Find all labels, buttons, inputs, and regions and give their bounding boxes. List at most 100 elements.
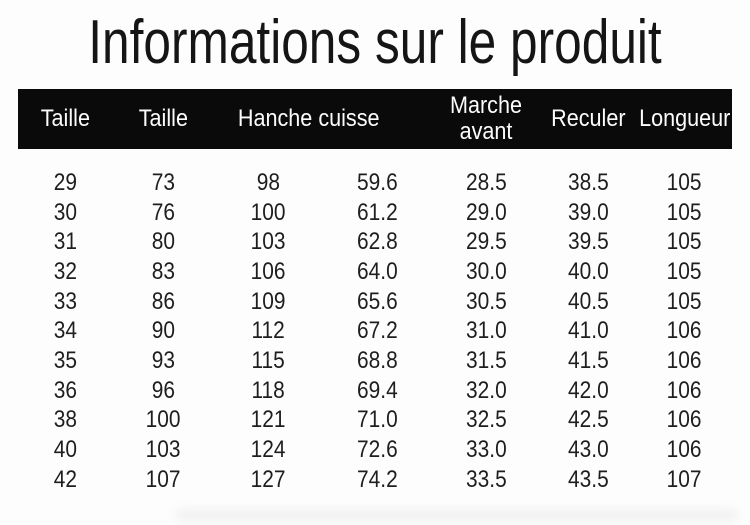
table-cell: 65.6 [322, 289, 432, 314]
cell-value: 118 [251, 376, 286, 404]
cell-value: 62.8 [356, 228, 398, 256]
cell-value: 30.5 [465, 287, 507, 315]
table-cell: 105 [637, 168, 732, 196]
cell-value: 90 [151, 317, 176, 345]
cell-value: 42.0 [568, 376, 609, 404]
table-cell: 68.8 [322, 348, 432, 373]
table-cell: 98 [215, 168, 322, 196]
table-cell: 106 [637, 376, 732, 404]
cell-value: 33.0 [465, 436, 507, 464]
header-marche-avant: Marche avant [432, 89, 540, 149]
table-cell: 103 [215, 230, 322, 254]
table-cell: 106 [215, 259, 322, 284]
table-cell: 34 [18, 319, 112, 343]
table-cell: 103 [112, 438, 215, 462]
table-rows: 29 73 98 59.6 28.5 38.5 105 30 76 100 61.2 29.0 39.0… [18, 168, 732, 495]
cell-value: 93 [151, 346, 176, 374]
cell-value: 96 [151, 376, 176, 404]
cell-value: 31.5 [465, 346, 507, 374]
table-cell: 33.5 [432, 467, 540, 492]
table-cell: 105 [637, 198, 732, 226]
cell-value: 43.5 [568, 465, 609, 493]
cell-value: 28.5 [465, 168, 507, 196]
cell-value: 107 [667, 465, 702, 493]
table-cell: 38.5 [540, 170, 637, 195]
table-cell: 29 [18, 170, 112, 195]
table-cell: 32.5 [432, 408, 540, 432]
table-row: 42 107 127 74.2 33.5 43.5 107 [18, 465, 732, 495]
table-cell: 118 [215, 376, 322, 404]
table-row: 35 93 115 68.8 31.5 41.5 106 [18, 346, 732, 376]
table-cell: 40.0 [540, 257, 637, 285]
table-cell: 107 [112, 467, 215, 492]
cell-value: 32.0 [465, 376, 507, 404]
table-cell: 38 [18, 408, 112, 432]
table-cell: 31 [18, 230, 112, 254]
cell-value: 35 [53, 346, 77, 374]
cell-value: 86 [151, 287, 176, 315]
table-cell: 105 [637, 289, 732, 314]
table-cell: 107 [637, 465, 732, 493]
table-cell: 40.5 [540, 289, 637, 314]
table-cell: 86 [112, 287, 215, 315]
cell-value: 31.0 [465, 317, 507, 345]
table-cell: 29.5 [432, 230, 540, 254]
header-reculer-label: Reculer [551, 105, 626, 132]
cell-value: 71.0 [356, 406, 398, 434]
table-row: 31 80 103 62.8 29.5 39.5 105 [18, 227, 732, 257]
table-cell: 43.0 [540, 438, 637, 462]
table-cell: 105 [637, 230, 732, 254]
table-cell: 76 [112, 198, 215, 226]
cell-value: 73 [151, 168, 176, 196]
cell-value: 106 [667, 376, 702, 404]
table-cell: 62.8 [322, 230, 432, 254]
cell-value: 105 [667, 198, 702, 226]
cell-value: 80 [151, 228, 176, 256]
table-cell: 73 [112, 168, 215, 196]
header-taille-waist-label: Taille [138, 105, 189, 132]
cell-value: 41.0 [568, 317, 609, 345]
footer-smudge [175, 508, 738, 522]
table-cell: 33 [18, 289, 112, 314]
table-cell: 36 [18, 376, 112, 404]
table-cell: 42.0 [540, 376, 637, 404]
table-row: 36 96 118 69.4 32.0 42.0 106 [18, 376, 732, 406]
cell-value: 106 [667, 436, 702, 464]
cell-value: 36 [53, 376, 77, 404]
cell-value: 98 [256, 168, 281, 196]
header-taille-waist: Taille [112, 89, 215, 149]
cell-value: 39.5 [568, 228, 609, 256]
cell-value: 100 [251, 198, 286, 226]
table-cell: 106 [637, 408, 732, 432]
cell-value: 67.2 [356, 317, 398, 345]
cell-value: 103 [146, 436, 181, 464]
cell-value: 124 [251, 436, 286, 464]
table-cell: 32.0 [432, 376, 540, 404]
cell-value: 121 [251, 406, 286, 434]
table-cell: 64.0 [322, 259, 432, 284]
cell-value: 76 [151, 198, 176, 226]
table-cell: 40 [18, 438, 112, 462]
cell-value: 38 [53, 406, 77, 434]
table-cell: 80 [112, 230, 215, 254]
table-row: 29 73 98 59.6 28.5 38.5 105 [18, 168, 732, 198]
cell-value: 69.4 [356, 376, 398, 404]
table-cell: 109 [215, 289, 322, 314]
table-cell: 100 [215, 198, 322, 226]
cell-value: 127 [251, 465, 286, 493]
table-cell: 30.0 [432, 259, 540, 284]
table-cell: 72.6 [322, 438, 432, 462]
header-reculer: Reculer [540, 89, 637, 149]
table-cell: 30 [18, 200, 112, 225]
cell-value: 74.2 [356, 465, 398, 493]
cell-value: 40.0 [568, 257, 609, 285]
cell-value: 105 [667, 228, 702, 256]
table-cell: 90 [112, 319, 215, 343]
table-cell: 106 [637, 438, 732, 462]
cell-value: 105 [667, 257, 702, 285]
table-cell: 71.0 [322, 408, 432, 432]
table-cell: 42.5 [540, 408, 637, 432]
cell-value: 105 [667, 168, 702, 196]
table-cell: 121 [215, 408, 322, 432]
